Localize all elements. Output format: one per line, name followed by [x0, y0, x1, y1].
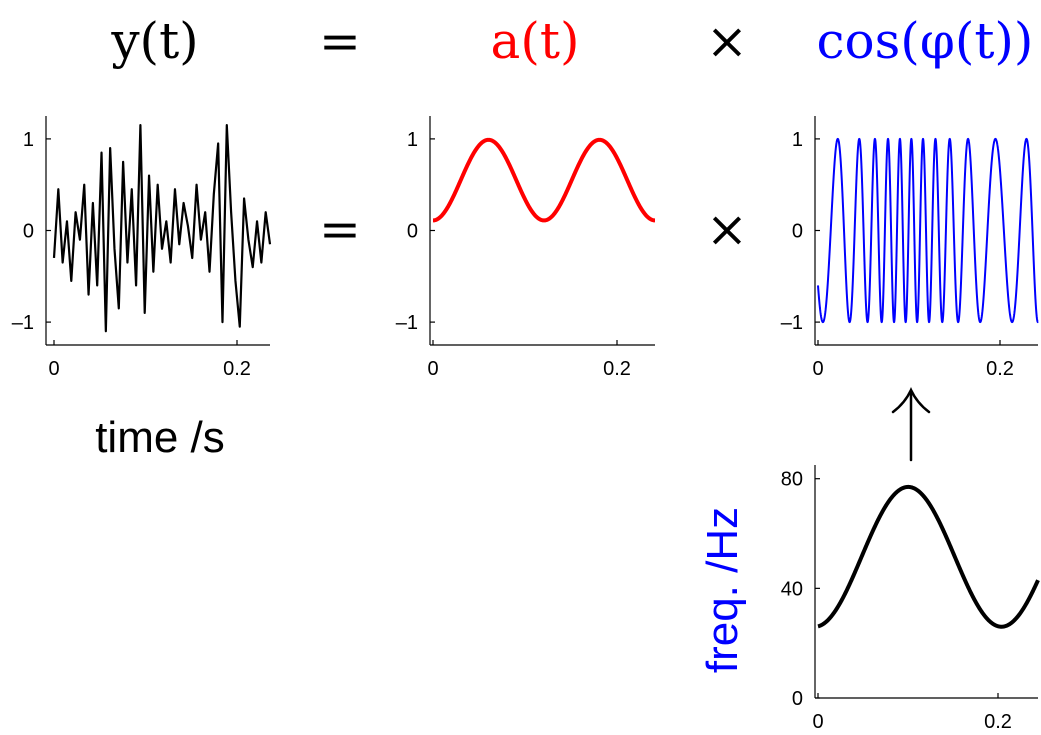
x-tick-label: 0	[812, 711, 823, 733]
x-tick-label: 0	[812, 358, 823, 380]
y-tick-label: 0	[792, 688, 803, 710]
equation-equals-middle: =	[319, 200, 361, 258]
y-tick-label: 1	[23, 129, 34, 151]
y-tick-label: –1	[781, 312, 803, 334]
series-line-amplitude	[431, 137, 657, 223]
equation-phase: cos(φ(t))	[817, 12, 1034, 70]
up-arrow-icon	[891, 387, 931, 462]
y-tick-label: 0	[23, 221, 34, 243]
series-line-frequency	[816, 484, 1040, 629]
y-tick-label: 40	[781, 578, 803, 600]
y-tick-label: 0	[407, 221, 418, 243]
x-tick-label: 0.2	[603, 358, 631, 380]
y-tick-label: –1	[396, 312, 418, 334]
equation-amplitude: a(t)	[491, 12, 580, 70]
carrier-plot: –1 0 1 0 0.2	[781, 116, 1039, 380]
equation-equals-top: =	[319, 12, 361, 70]
signal-plot: –1 0 1 0 0.2	[12, 116, 272, 380]
x-tick-label: 0.2	[984, 711, 1012, 733]
y-tick-label: 1	[792, 129, 803, 151]
x-tick-label: 0.2	[986, 358, 1014, 380]
y-tick-label: 1	[407, 129, 418, 151]
equation-lhs: y(t)	[110, 12, 198, 70]
frequency-axis-label: freq. /Hz	[698, 507, 747, 673]
equation-times-top: ×	[706, 12, 748, 70]
x-tick-label: 0	[48, 358, 59, 380]
equation-times-middle: ×	[706, 200, 748, 258]
x-tick-label: 0	[427, 358, 438, 380]
y-tick-label: 80	[781, 469, 803, 491]
y-tick-label: –1	[12, 312, 34, 334]
x-axis-label: time /s	[95, 413, 225, 462]
series-line-carrier	[817, 137, 1039, 324]
frequency-plot: 0 40 80 0 0.2	[781, 465, 1040, 733]
series-line-signal	[52, 124, 272, 333]
amplitude-plot: –1 0 1 0 0.2	[396, 116, 657, 380]
x-tick-label: 0.2	[223, 358, 251, 380]
y-tick-label: 0	[792, 221, 803, 243]
